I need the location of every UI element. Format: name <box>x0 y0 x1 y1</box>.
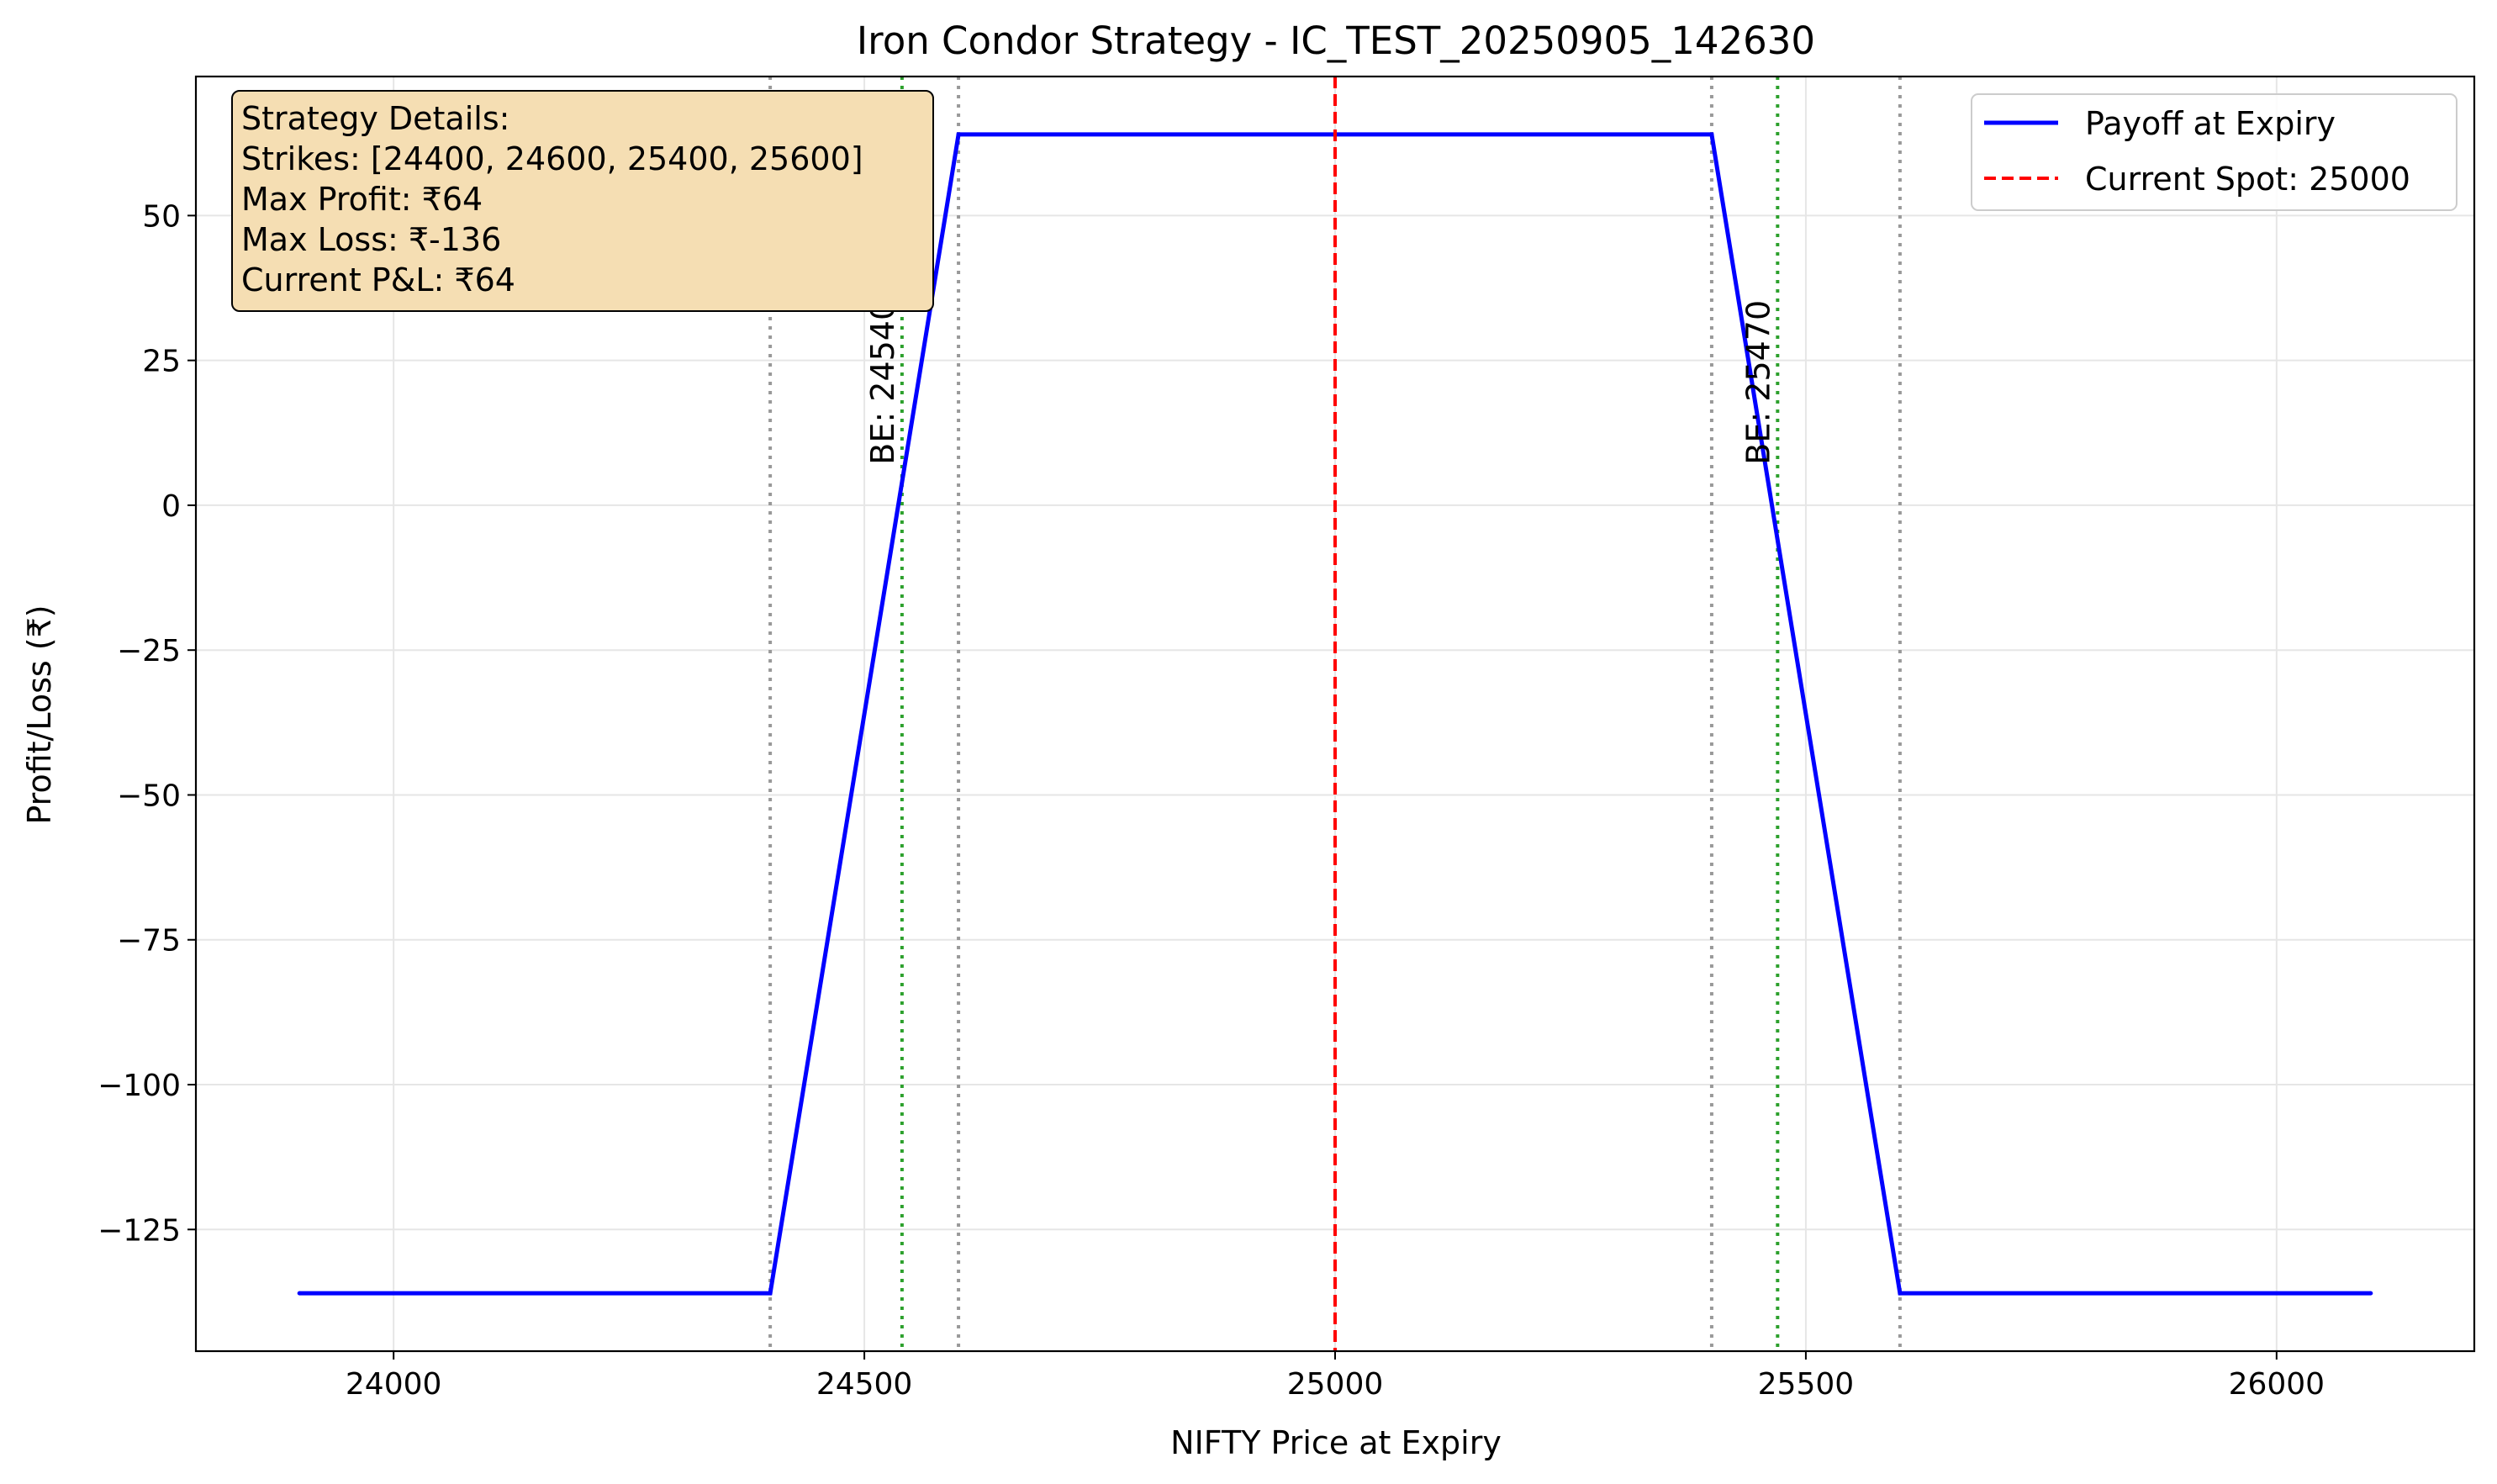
x-tick-label-3: 25500 <box>1758 1367 1855 1402</box>
payoff-vertex-3 <box>1709 132 1714 137</box>
x-tick-label-2: 25000 <box>1287 1367 1384 1402</box>
series-layer <box>297 77 2373 1351</box>
y-tick-label-2: 0 <box>161 489 181 524</box>
x-tick-label-4: 26000 <box>2229 1367 2325 1402</box>
payoff-vertex-0 <box>297 1291 302 1296</box>
y-tick-label-3: −25 <box>117 634 181 668</box>
x-axis-ticks: 24000 24500 25000 25500 26000 <box>346 1351 2325 1402</box>
y-axis-label: Profit/Loss (₹) <box>21 605 58 824</box>
legend: Payoff at Expiry Current Spot: 25000 <box>1971 93 2457 211</box>
breakeven-label-0: BE: 24540 <box>864 300 901 465</box>
legend-box <box>1971 93 2457 211</box>
strategy-details-background <box>231 90 934 312</box>
y-axis-ticks: 50 25 0 −25 −50 −75 −100 −125 <box>98 199 196 1248</box>
payoff-vertex-4 <box>1898 1291 1903 1296</box>
breakeven-labels: BE: 24540 BE: 25470 <box>864 300 1776 465</box>
strategy-strikes-text: Strikes: [24400, 24600, 25400, 25600] <box>241 140 863 177</box>
y-tick-label-5: −75 <box>117 924 181 959</box>
chart-title: Iron Condor Strategy - IC_TEST_20250905_… <box>857 18 1815 63</box>
max-profit-text: Max Profit: ₹64 <box>241 181 483 218</box>
legend-label-payoff: Payoff at Expiry <box>2085 105 2336 142</box>
breakeven-label-1: BE: 25470 <box>1739 300 1776 465</box>
y-tick-label-1: 25 <box>142 345 181 379</box>
y-tick-label-6: −100 <box>98 1069 181 1103</box>
strategy-details-box: Strategy Details: Strikes: [24400, 24600… <box>231 90 934 312</box>
max-loss-text: Max Loss: ₹-136 <box>241 221 501 258</box>
y-tick-label-0: 50 <box>142 199 181 234</box>
strategy-details-heading: Strategy Details: <box>241 100 509 137</box>
x-tick-label-1: 24500 <box>816 1367 913 1402</box>
payoff-vertex-5 <box>2368 1291 2373 1296</box>
legend-label-current-spot: Current Spot: 25000 <box>2085 161 2410 198</box>
current-pnl-text: Current P&L: ₹64 <box>241 261 515 298</box>
y-tick-label-7: −125 <box>98 1213 181 1248</box>
x-tick-label-0: 24000 <box>346 1367 442 1402</box>
y-tick-label-4: −50 <box>117 779 181 813</box>
payoff-vertex-2 <box>956 132 961 137</box>
payoff-vertex-1 <box>768 1291 773 1296</box>
x-axis-label: NIFTY Price at Expiry <box>1170 1424 1502 1461</box>
